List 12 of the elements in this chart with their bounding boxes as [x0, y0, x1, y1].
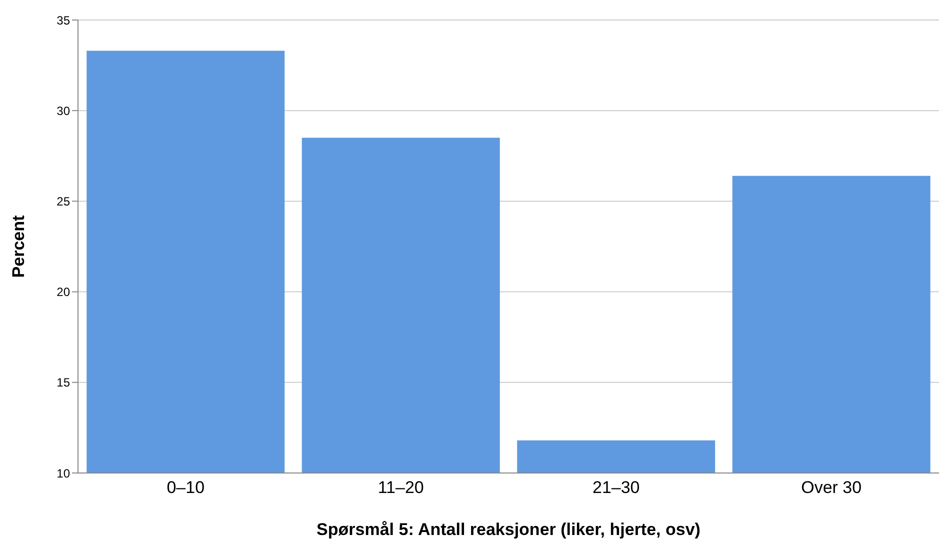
x-tick-label: 21–30 [592, 478, 640, 498]
x-tick-label: 0–10 [166, 478, 205, 498]
x-tick-label: Over 30 [801, 478, 862, 498]
y-tick-label: 20 [56, 285, 70, 300]
x-tick-label: 11–20 [378, 478, 424, 498]
y-tick-label: 10 [56, 466, 70, 480]
y-axis-title: Percent [9, 214, 28, 278]
y-tick-label: 15 [56, 376, 70, 390]
y-tick-label: 30 [56, 104, 70, 118]
x-axis-title: Spørsmål 5: Antall reaksjoner (liker, hjerte, osv) [316, 520, 700, 539]
y-tick-label: 35 [56, 13, 70, 28]
y-tick-label: 25 [56, 194, 70, 208]
